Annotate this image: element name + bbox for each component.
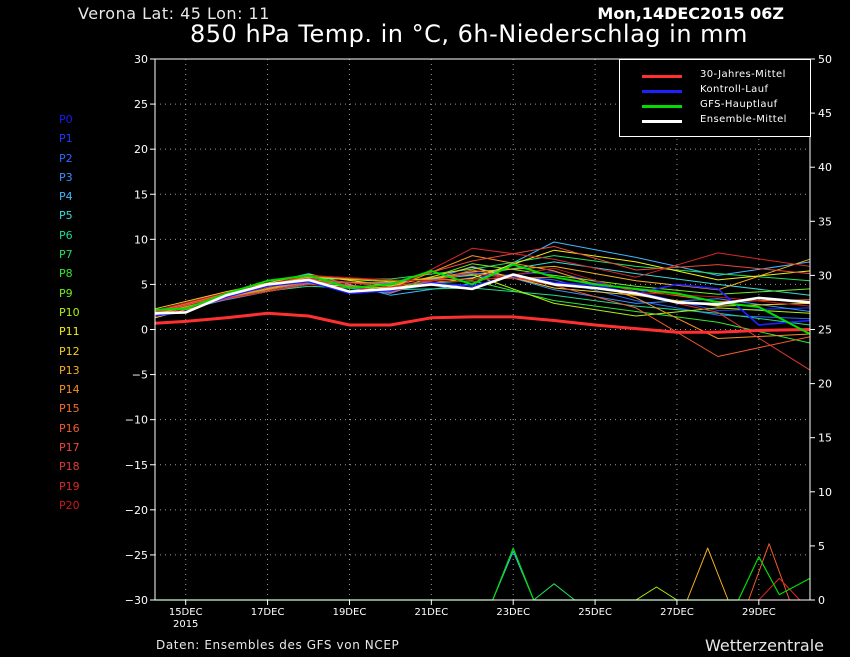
y-tick-label: 0	[141, 324, 148, 337]
y-tick-label: −10	[125, 414, 148, 427]
x-tick-label: 21DEC	[414, 607, 448, 618]
precip-member-line	[493, 551, 534, 600]
y-tick-label: −25	[125, 549, 148, 562]
y-tick-label: 30	[134, 53, 148, 66]
legend-item-climate-mean: 30-Jahres-Mittel	[620, 68, 810, 83]
y-tick-label: 5	[141, 278, 148, 291]
y-tick-label: −5	[132, 369, 148, 382]
legend-swatch	[642, 75, 682, 78]
legend-label: 30-Jahres-Mittel	[700, 69, 786, 80]
y2-tick-label: 35	[818, 215, 832, 228]
y2-tick-label: 30	[818, 269, 832, 282]
x-tick-label: 19DEC	[333, 607, 367, 618]
precip-member-line	[636, 587, 677, 600]
legend-swatch	[642, 105, 682, 108]
x-tick-label: 25DEC	[578, 607, 612, 618]
member-line	[155, 275, 810, 317]
y-tick-label: −20	[125, 504, 148, 517]
y-tick-label: −15	[125, 459, 148, 472]
x-tick-label: 17DEC	[251, 607, 285, 618]
y2-tick-label: 25	[818, 324, 832, 337]
legend-item-gfs-main: GFS-Hauptlauf	[620, 98, 810, 113]
y2-tick-label: 15	[818, 432, 832, 445]
x-tick-sublabel: 2015	[173, 619, 198, 630]
x-tick-label: 23DEC	[496, 607, 530, 618]
precip-gfs-line	[155, 548, 810, 600]
legend-item-ensemble-mean: Ensemble-Mittel	[620, 113, 810, 128]
precip-member-line	[534, 584, 575, 600]
y-tick-label: 15	[134, 188, 148, 201]
y-tick-label: −30	[125, 594, 148, 607]
data-source-note: Daten: Ensembles des GFS von NCEP	[156, 638, 399, 652]
legend-label: Kontroll-Lauf	[700, 84, 768, 95]
y2-tick-label: 5	[818, 540, 825, 553]
legend-swatch	[642, 90, 682, 93]
precip-member-line	[687, 548, 728, 600]
y-tick-label: 25	[134, 98, 148, 111]
precip-member-line	[749, 544, 790, 600]
climate-mean-line	[155, 313, 810, 332]
legend-swatch	[642, 120, 682, 123]
x-tick-label: 27DEC	[660, 607, 694, 618]
plot-frame	[155, 59, 810, 600]
y-tick-label: 20	[134, 143, 148, 156]
brand-label: Wetterzentrale	[705, 636, 824, 655]
y-tick-label: 10	[134, 233, 148, 246]
y2-tick-label: 20	[818, 378, 832, 391]
legend-label: GFS-Hauptlauf	[700, 99, 778, 110]
y2-tick-label: 45	[818, 107, 832, 120]
chart-legend: 30-Jahres-Mittel Kontroll-Lauf GFS-Haupt…	[619, 59, 811, 137]
legend-label: Ensemble-Mittel	[700, 114, 787, 125]
x-tick-label: 29DEC	[742, 607, 776, 618]
y2-tick-label: 0	[818, 594, 825, 607]
y2-tick-label: 50	[818, 53, 832, 66]
y2-tick-label: 40	[818, 161, 832, 174]
member-line	[155, 248, 810, 317]
y2-tick-label: 10	[818, 486, 832, 499]
legend-item-control-run: Kontroll-Lauf	[620, 83, 810, 98]
precip-member-line	[759, 578, 800, 600]
x-tick-label: 15DEC	[169, 607, 203, 618]
